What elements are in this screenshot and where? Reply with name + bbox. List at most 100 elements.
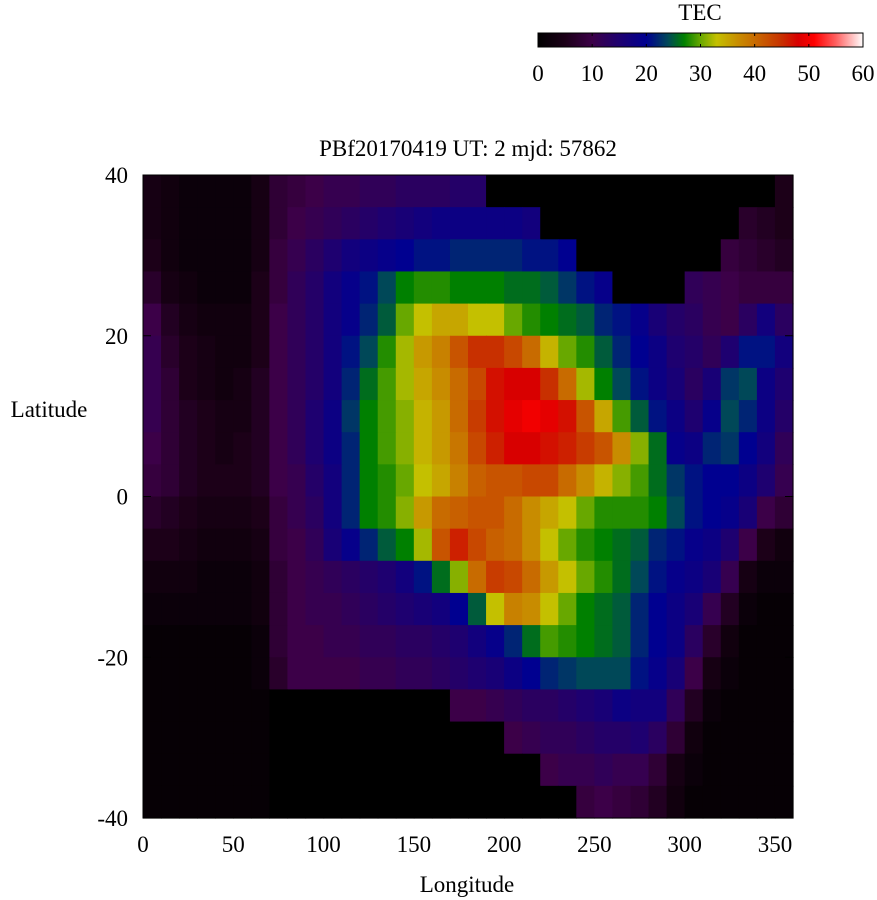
heatmap-cell: [558, 753, 577, 787]
heatmap-cell: [756, 207, 776, 240]
heatmap-cell: [738, 496, 758, 530]
heatmap-cell: [197, 785, 216, 819]
colorbar-tick-label: 0: [532, 61, 544, 86]
x-axis-ticks: 0 50 100 150 200 250 300 350: [137, 832, 792, 857]
heatmap-cell: [468, 657, 487, 690]
heatmap-cell: [720, 303, 740, 337]
heatmap-cell: [774, 432, 794, 465]
heatmap-cell: [377, 528, 397, 562]
heatmap-cell: [323, 207, 343, 240]
heatmap-cell: [251, 625, 270, 658]
heatmap-cell: [756, 175, 776, 208]
heatmap-cell: [594, 753, 614, 787]
heatmap-cell: [576, 239, 595, 273]
heatmap-cell: [287, 625, 307, 658]
heatmap-cell: [413, 528, 433, 562]
heatmap-cell: [594, 335, 614, 369]
heatmap-cell: [684, 432, 704, 465]
heatmap-cell: [233, 175, 252, 208]
heatmap-cell: [648, 496, 668, 530]
heatmap-cell: [251, 271, 270, 305]
heatmap-cell: [377, 400, 397, 433]
heatmap-cell: [197, 496, 216, 530]
heatmap-cell: [395, 239, 415, 273]
heatmap-cell: [413, 175, 433, 208]
heatmap-cell: [197, 335, 216, 369]
heatmap-cell: [305, 432, 325, 465]
heatmap-cell: [738, 335, 758, 369]
heatmap-cell: [504, 335, 523, 369]
heatmap-cell: [413, 753, 433, 787]
heatmap-cell: [486, 432, 505, 465]
heatmap-cell: [431, 271, 451, 305]
y-tick-label: 20: [105, 324, 128, 349]
heatmap-cell: [269, 239, 289, 273]
heatmap-cell: [738, 239, 758, 273]
heatmap-cell: [305, 657, 325, 690]
heatmap-cell: [630, 239, 650, 273]
heatmap-cell: [413, 721, 433, 755]
heatmap-cell: [431, 464, 451, 498]
heatmap-cell: [143, 528, 162, 562]
heatmap-cell: [774, 625, 794, 658]
heatmap-cell: [756, 560, 776, 594]
heatmap-cell: [305, 175, 325, 208]
heatmap-cell: [305, 528, 325, 562]
heatmap-cell: [720, 367, 740, 401]
heatmap-cell: [666, 785, 686, 819]
heatmap-cell: [684, 592, 704, 626]
heatmap-cell: [449, 785, 469, 819]
heatmap-cell: [197, 175, 216, 208]
heatmap-cell: [377, 239, 397, 273]
heatmap-cell: [143, 271, 162, 305]
heatmap-cell: [359, 496, 379, 530]
heatmap-cell: [756, 303, 776, 337]
heatmap-cell: [431, 367, 451, 401]
heatmap-cell: [540, 496, 559, 530]
heatmap-cell: [341, 271, 361, 305]
heatmap-cell: [756, 528, 776, 562]
heatmap-cell: [179, 625, 198, 658]
heatmap-cell: [612, 657, 632, 690]
heatmap-cell: [774, 753, 794, 787]
heatmap-cell: [413, 785, 433, 819]
heatmap-cell: [341, 560, 361, 594]
heatmap-cell: [341, 528, 361, 562]
heatmap-cell: [449, 367, 469, 401]
heatmap-cell: [666, 528, 686, 562]
heatmap-cell: [684, 400, 704, 433]
heatmap-cell: [630, 721, 650, 755]
heatmap-cell: [738, 367, 758, 401]
heatmap-cell: [720, 335, 740, 369]
heatmap-cell: [576, 592, 595, 626]
heatmap-cell: [720, 785, 740, 819]
heatmap-cell: [197, 721, 216, 755]
heatmap-cell: [612, 785, 632, 819]
heatmap-cell: [323, 721, 343, 755]
heatmap-cell: [269, 625, 289, 658]
heatmap-cell: [413, 592, 433, 626]
heatmap-cell: [774, 528, 794, 562]
heatmap-cell: [161, 592, 180, 626]
heatmap-cell: [341, 464, 361, 498]
x-tick-label: 250: [577, 832, 612, 857]
heatmap-cell: [197, 239, 216, 273]
heatmap-cell: [558, 721, 577, 755]
heatmap-cell: [504, 303, 523, 337]
heatmap-cell: [666, 207, 686, 240]
heatmap-cell: [395, 753, 415, 787]
heatmap-cell: [720, 271, 740, 305]
heatmap-cell: [756, 464, 776, 498]
heatmap-cell: [774, 303, 794, 337]
heatmap-cell: [359, 303, 379, 337]
heatmap-cell: [774, 689, 794, 723]
heatmap-cell: [395, 303, 415, 337]
heatmap-cell: [720, 528, 740, 562]
heatmap-cell: [540, 625, 559, 658]
colorbar-tick-label: 30: [689, 61, 712, 86]
heatmap-cell: [377, 432, 397, 465]
heatmap-cell: [540, 207, 559, 240]
heatmap-cell: [251, 528, 270, 562]
heatmap-cell: [558, 496, 577, 530]
heatmap-cell: [341, 496, 361, 530]
